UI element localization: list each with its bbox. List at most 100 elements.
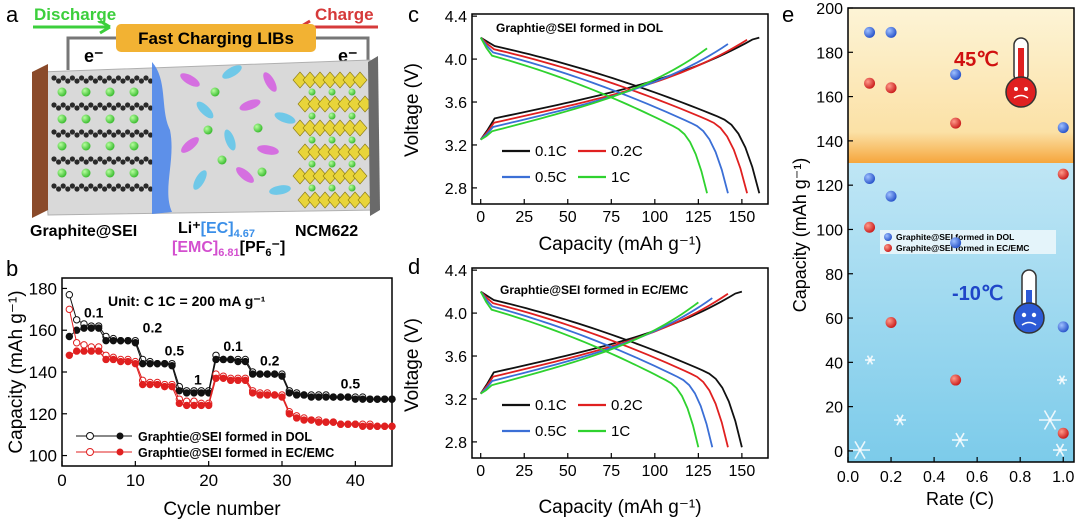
graphite-atom	[51, 183, 57, 189]
octahedron	[337, 95, 353, 113]
graphite-atom	[143, 102, 149, 108]
data-point-b	[314, 393, 323, 401]
rate-label-b: 0.5	[165, 342, 185, 358]
lithium-ion	[328, 136, 336, 144]
data-point-b	[307, 416, 316, 424]
x-tick-label: 50	[559, 463, 577, 480]
graphite-atom	[102, 105, 108, 111]
solvent-molecule	[257, 145, 279, 155]
legend-label: 0.1C	[535, 397, 567, 414]
graphite-atom	[106, 183, 112, 189]
data-point-b	[190, 389, 198, 397]
graphite-atom	[125, 129, 131, 135]
graphite-atom	[125, 183, 131, 189]
x-tick-label: 25	[515, 463, 533, 480]
data-point-b	[344, 420, 352, 428]
graphite-atom	[79, 75, 85, 81]
octahedron	[342, 71, 358, 89]
data-point-b	[124, 336, 132, 345]
data-point-e	[885, 316, 897, 328]
lithium-ion	[105, 168, 115, 178]
graphite-atom	[56, 105, 62, 111]
x-tick-label-e: 0.8	[1009, 469, 1031, 486]
rate-label-b: 0.5	[341, 376, 361, 392]
data-point-b	[204, 401, 213, 410]
graphite-atom	[79, 129, 85, 135]
solvent-molecule	[236, 167, 254, 183]
charge-curve	[480, 301, 699, 395]
graphite-atom	[74, 132, 80, 138]
discharge-curve	[480, 36, 761, 194]
data-point-b	[234, 376, 242, 385]
y-tick-label-e: 0	[834, 444, 843, 461]
series-c	[479, 36, 761, 194]
lithium-ion	[308, 112, 316, 120]
graphite-atom	[69, 75, 75, 81]
electrolyte-molecules	[180, 65, 296, 195]
graphite-atom	[120, 186, 126, 192]
graphite-atom	[51, 129, 57, 135]
octahedron	[352, 71, 368, 89]
ticks-b: 0 10 20 30 40 100 120 140 160 180	[29, 279, 365, 490]
graphite-atom	[74, 159, 80, 165]
data-point-b	[212, 374, 220, 382]
ticks-c: 0 25 50 75 100 125 150 2.8 3.2 3.6 4.0 4.4	[445, 9, 756, 226]
graphite-atom	[88, 156, 94, 162]
rate-label-b: 0.2	[143, 319, 163, 335]
graphite-atom	[51, 75, 57, 81]
data-point-b	[65, 305, 74, 314]
graphite-atom	[74, 78, 80, 84]
x-tick-label-e: 0.2	[880, 469, 902, 486]
x-axis-label-c: Capacity (mAh g⁻¹)	[538, 234, 701, 255]
lithium-ion	[328, 160, 336, 168]
lithium-ion	[129, 87, 139, 97]
octahedron	[347, 143, 363, 161]
lithium-ion	[348, 160, 356, 168]
discharge-arrowhead-icon	[99, 19, 111, 35]
legend-e: Graphite@SEI formed in DOL Graphite@SEI …	[880, 230, 1056, 254]
data-point-b	[358, 395, 367, 403]
graphite-atom	[79, 156, 85, 162]
title-box	[116, 24, 316, 52]
octahedron	[317, 143, 333, 161]
graphite-atom	[65, 159, 71, 165]
data-point-b	[380, 422, 389, 431]
graphite-atom	[97, 183, 103, 189]
graphite-atom	[134, 156, 140, 162]
x-tick-label-b: 30	[273, 471, 292, 490]
solvent-molecule	[224, 129, 236, 151]
octahedron	[322, 167, 338, 185]
y-tick-label: 4.4	[445, 9, 467, 26]
graphite-atom	[79, 183, 85, 189]
graphite-atom	[125, 156, 131, 162]
y-tick-label-e: 180	[816, 45, 843, 62]
lithium-ion	[105, 114, 115, 124]
legend-label: 1C	[611, 423, 630, 440]
data-point-b	[285, 389, 294, 397]
graphite-atom	[60, 183, 66, 189]
data-point-b	[373, 422, 382, 431]
lithium-ion	[129, 168, 139, 178]
x-tick-label-b: 10	[126, 471, 145, 490]
graphite-atom	[97, 75, 103, 81]
lithium-ion	[308, 184, 316, 192]
panel-c: c Graphtie@SEI formed in DOL 0 25 50 75 100 1…	[402, 2, 769, 255]
data-point-b	[102, 336, 110, 345]
y-axis-label-e: Capacity (mAh g⁻¹)	[790, 158, 810, 313]
data-point-e	[864, 173, 876, 185]
data-point-e	[885, 190, 897, 202]
data-point-e	[885, 82, 897, 94]
lithium-ion	[81, 168, 91, 178]
x-tick-label-b: 20	[199, 471, 218, 490]
octahedron	[317, 95, 333, 113]
lithium-ion	[210, 87, 220, 97]
discharge-curve	[479, 291, 714, 448]
graphite-atom	[115, 156, 121, 162]
graphite-atom	[115, 183, 121, 189]
y-tick-label: 2.8	[445, 435, 467, 452]
graphite-atom	[83, 78, 89, 84]
panel-label-e: e	[782, 2, 794, 27]
graphite-atom	[120, 159, 126, 165]
data-point-b	[146, 380, 154, 389]
x-tick-label: 100	[641, 463, 668, 480]
